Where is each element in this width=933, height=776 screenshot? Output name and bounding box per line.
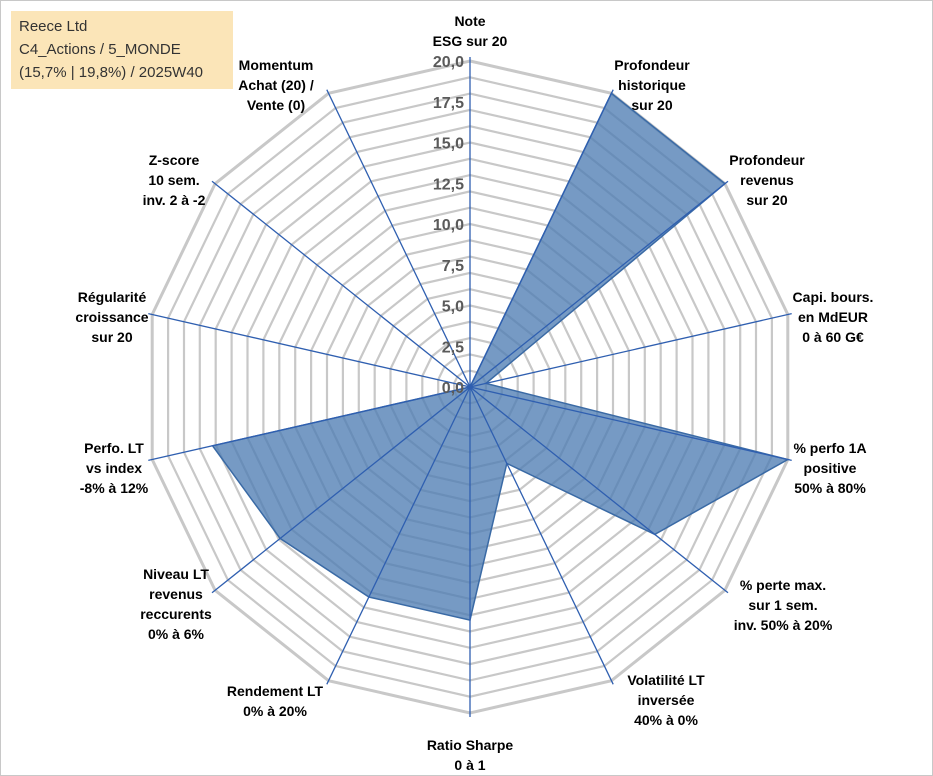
axis-label-8: Rendement LT 0% à 20%	[227, 683, 324, 719]
series-0-area	[211, 92, 790, 621]
axis-label-11: Régularité croissance sur 20	[75, 289, 148, 345]
axis-spoke-10	[148, 386, 471, 462]
axis-label-5: % perte max. sur 1 sem. inv. 50% à 20%	[734, 577, 833, 633]
tick-labels: 0,0 2,5 5,0 7,5 10,0 12,5 15,0 17,5 20,0	[433, 54, 464, 397]
axis-label-10: Perfo. LT vs index -8% à 12%	[80, 440, 149, 496]
axis-spoke-11	[148, 312, 471, 388]
axis-spoke-1	[469, 89, 614, 388]
category-label: C4_Actions / 5_MONDE	[19, 41, 181, 58]
axis-label-7: Ratio Sharpe 0 à 1	[427, 737, 514, 773]
axis-label-12: Z-score 10 sem. inv. 2 à -2	[143, 152, 206, 208]
axis-label-13: Momentum Achat (20) / Vente (0)	[238, 57, 314, 113]
series-area	[211, 92, 790, 621]
axis-spoke-12	[211, 180, 471, 388]
tick-label: 5,0	[442, 299, 464, 316]
tick-label: 12,5	[433, 176, 464, 193]
axis-label-9: Niveau LT revenus reccurents 0% à 6%	[140, 566, 212, 642]
title-box: Reece Ltd C4_Actions / 5_MONDE (15,7% | …	[11, 11, 233, 89]
tick-label: 7,5	[442, 258, 464, 275]
tick-label: 17,5	[433, 95, 464, 112]
axis-spoke-4	[469, 386, 792, 462]
axis-labels: Note ESG sur 20 Profondeur historique sur 20…	[75, 13, 873, 773]
axis-spoke-8	[326, 386, 471, 685]
axis-label-1: Profondeur historique sur 20	[614, 57, 690, 113]
tick-label: 10,0	[433, 217, 464, 234]
tick-label: 20,0	[433, 54, 464, 71]
axis-spoke-2	[469, 180, 729, 388]
axis-spoke-9	[211, 386, 471, 594]
tick-label: 0,0	[442, 380, 464, 397]
stats-label: (15,7% | 19,8%) / 2025W40	[19, 64, 203, 81]
axis-label-3: Capi. bours. en MdEUR 0 à 60 G€	[793, 289, 874, 345]
axis-spoke-6	[469, 386, 614, 685]
tick-label: 15,0	[433, 136, 464, 153]
axis-spoke-5	[469, 386, 729, 594]
tick-label: 2,5	[442, 339, 464, 356]
axis-label-4: % perfo 1A positive 50% à 80%	[793, 440, 866, 496]
axis-spoke-3	[469, 312, 792, 388]
company-name: Reece Ltd	[19, 18, 88, 35]
axis-label-0: Note ESG sur 20	[433, 13, 508, 49]
axis-spoke-13	[326, 89, 471, 388]
axis-label-2: Profondeur revenus sur 20	[729, 152, 805, 208]
axis-spokes	[148, 57, 792, 717]
axis-label-6: Volatilité LT inversée 40% à 0%	[627, 672, 705, 728]
